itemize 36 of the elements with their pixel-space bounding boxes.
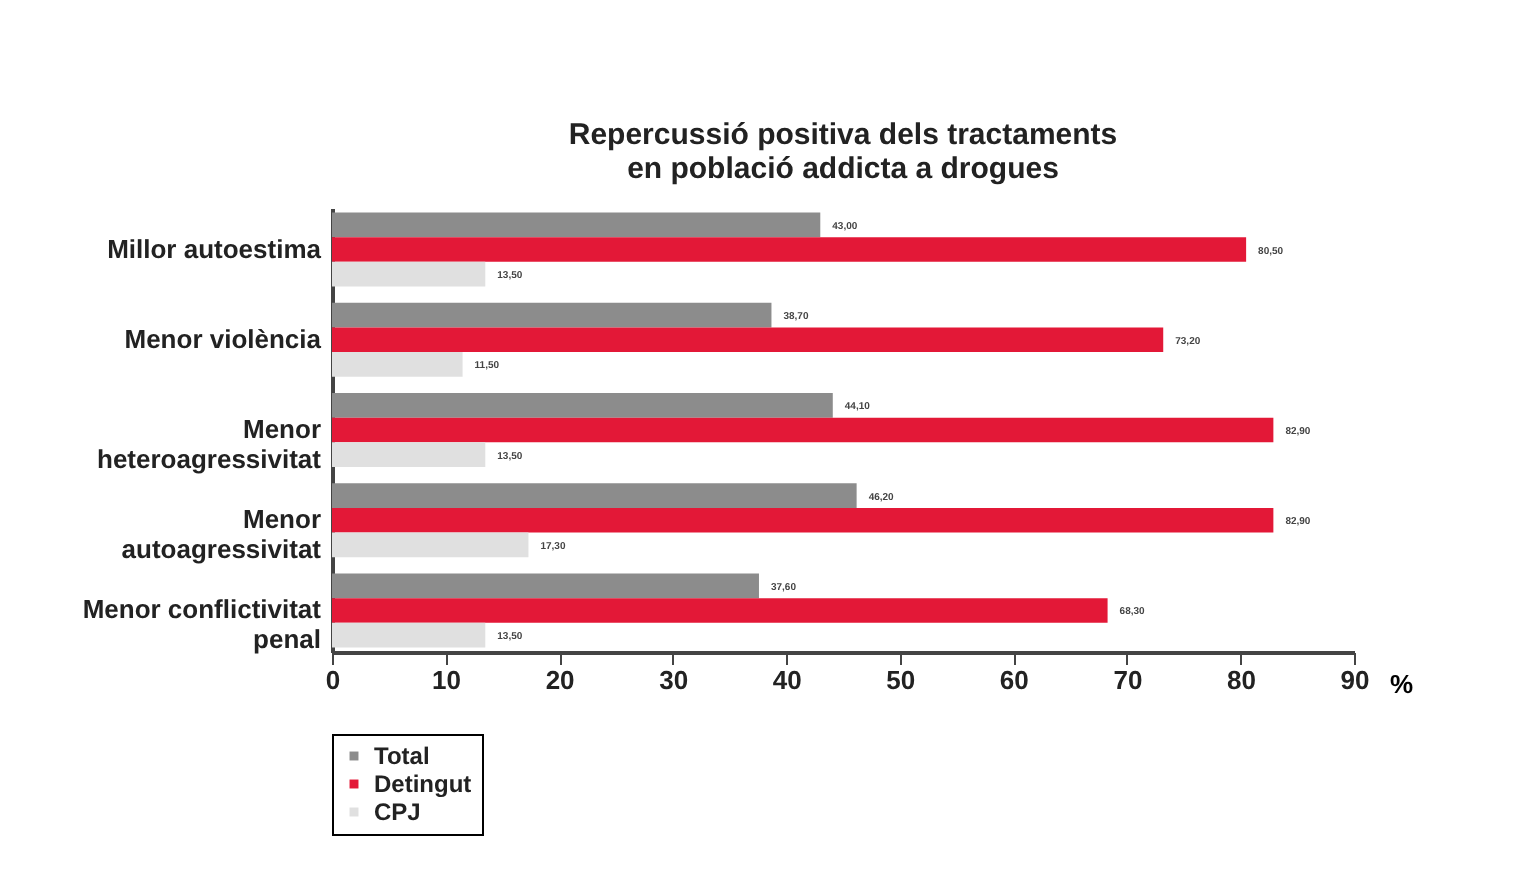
y-tick-label: Menor conflictivitat penal [82,594,323,655]
bar [332,573,759,599]
bar [332,302,772,328]
x-tick-label: 70 [1113,665,1143,695]
bar [332,532,529,558]
x-tick-label: 10 [432,665,462,695]
bar [332,417,1274,443]
x-tick-label: 20 [545,665,575,695]
bar [332,261,486,287]
x-axis-title: % [1389,669,1414,699]
legend-label: CPJ [374,798,421,826]
bar [332,483,857,508]
text: en població addicta a drogues [627,152,1059,186]
x-tick-label: 30 [659,665,689,695]
x-tick-label: 50 [886,665,916,695]
legend-label: Detingut [374,770,472,798]
x-tick-label: 90 [1340,665,1370,695]
y-tick-label: Menor violència [124,323,323,354]
bar [332,212,821,238]
bar [332,622,486,648]
x-tick-label: 40 [772,665,802,695]
legend-label: Total [374,742,430,770]
bar [332,327,1164,353]
x-tick-label: 0 [325,665,341,695]
bar [332,442,486,467]
y-tick-label: Menor autoagressivitat [121,504,323,565]
y-tick-label: Millor autoestima [107,233,323,264]
x-tick-label: 60 [999,665,1029,695]
bar [332,352,463,377]
bar [332,507,1274,533]
bar [332,393,833,418]
bar [332,237,1247,262]
y-tick-label: Menor heteroagressivitat [97,414,323,474]
bar [332,598,1108,623]
text: Repercussió positiva dels tractaments [568,118,1118,152]
x-tick-label: 80 [1226,665,1256,695]
